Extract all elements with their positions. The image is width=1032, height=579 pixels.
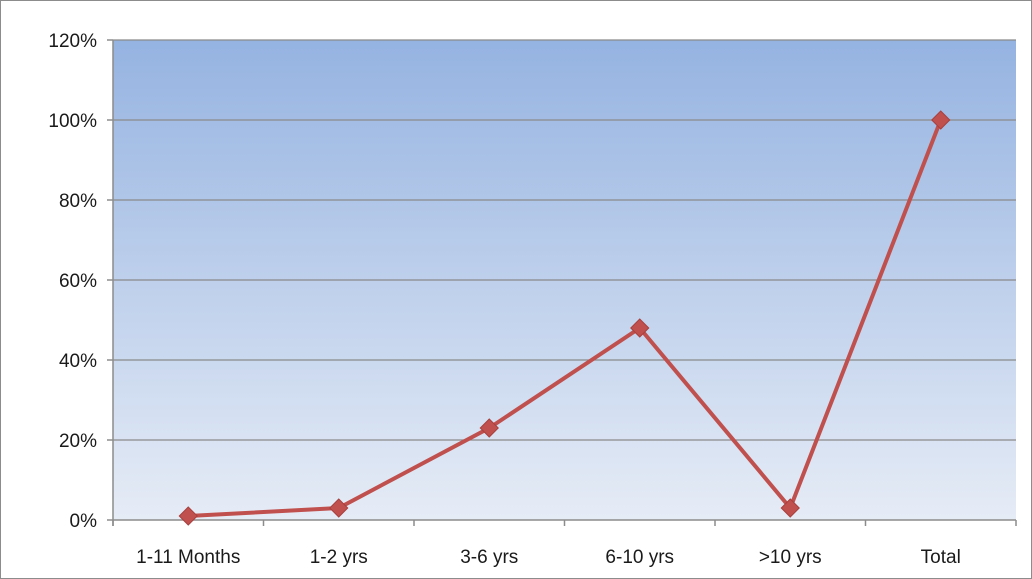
- y-tick-label: 0%: [70, 511, 98, 532]
- x-tick-label: 6-10 yrs: [605, 547, 674, 568]
- data-point-marker: [780, 498, 800, 518]
- y-axis-tick-labels: 0% 20% 40% 60% 80% 100% 120%: [48, 31, 97, 532]
- x-tick-label: 1-11 Months: [136, 547, 240, 568]
- y-tick-label: 60%: [59, 271, 97, 292]
- axes: [107, 39, 1017, 526]
- x-tick-label: Total: [921, 547, 961, 568]
- data-point-marker: [329, 498, 349, 518]
- y-tick-label: 20%: [59, 431, 97, 452]
- gridlines: [113, 39, 1016, 441]
- x-tick-label: >10 yrs: [759, 547, 822, 568]
- data-point-marker: [630, 318, 650, 338]
- series-line: [188, 119, 943, 518]
- series-group: [178, 110, 951, 526]
- x-tick-label: 3-6 yrs: [460, 547, 518, 568]
- x-tick-label: 1-2 yrs: [310, 547, 368, 568]
- data-point-marker: [931, 110, 951, 130]
- y-tick-label: 120%: [48, 31, 97, 52]
- y-tick-label: 100%: [48, 111, 97, 132]
- x-axis-tick-labels: 1-11 Months 1-2 yrs 3-6 yrs 6-10 yrs >10 yrs…: [136, 547, 961, 568]
- data-point-marker: [479, 418, 499, 438]
- y-tick-label: 40%: [59, 351, 97, 372]
- y-tick-label: 80%: [59, 191, 97, 212]
- data-point-marker: [178, 506, 198, 526]
